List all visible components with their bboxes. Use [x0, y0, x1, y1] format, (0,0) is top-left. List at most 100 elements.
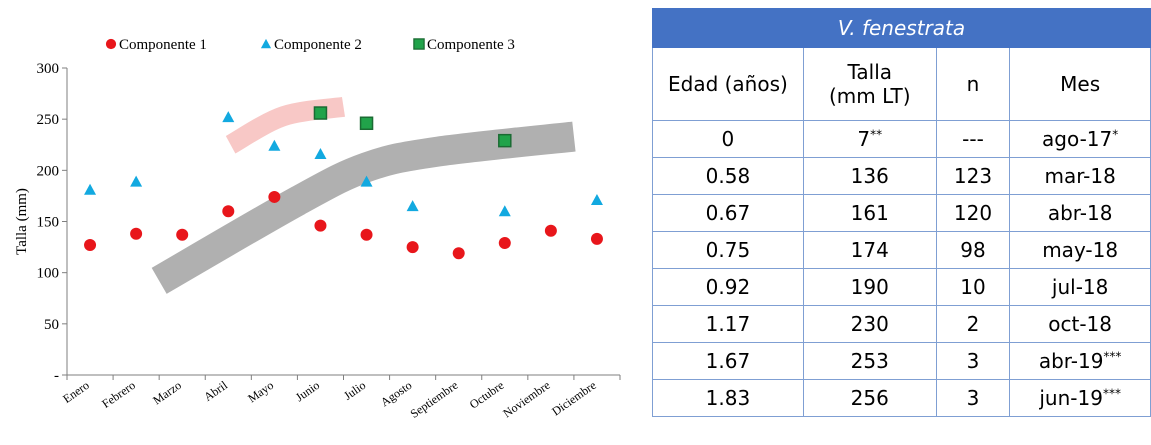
point-circle [590, 232, 603, 245]
header-talla: Talla (mm LT) [802, 47, 937, 121]
y-tick-label: 100 [37, 266, 60, 282]
point-triangle [590, 194, 603, 206]
point-triangle [406, 200, 419, 212]
footnote-mark: *** [1103, 349, 1122, 364]
point-circle [222, 205, 235, 218]
cell-edad: 0.58 [652, 157, 804, 195]
cell-talla: 190 [802, 268, 937, 306]
cell-mes: jun-19*** [1009, 379, 1151, 417]
cell-mes: abr-18 [1009, 194, 1151, 232]
x-tick-label: Junio [293, 378, 322, 404]
cell-edad: 1.83 [652, 379, 804, 417]
cell-n: --- [935, 120, 1011, 158]
y-tick-label: 50 [44, 317, 59, 333]
growth-band [151, 121, 576, 294]
point-circle [360, 228, 373, 241]
growth-band-upper [225, 96, 346, 154]
x-tick-label: Abril [201, 378, 230, 404]
point-square [313, 106, 328, 120]
header-n: n [935, 47, 1011, 121]
point-circle [314, 219, 327, 232]
cell-edad: 1.17 [652, 305, 804, 343]
point-triangle [130, 175, 143, 187]
x-tick-label: Febrero [99, 378, 138, 411]
cell-talla: 136 [802, 157, 937, 195]
point-square [498, 133, 512, 148]
x-tick-label: Noviembre [500, 378, 552, 420]
cell-talla: 7** [802, 120, 937, 158]
table-row: 0.58 136 123 mar-18 [652, 157, 1151, 195]
cell-n: 2 [935, 305, 1011, 343]
table-row: 0.75 174 98 may-18 [652, 231, 1151, 269]
point-circle [268, 190, 281, 203]
point-circle [406, 241, 419, 254]
y-axis-label: Talla (mm) [14, 188, 30, 255]
age-length-table: V. fenestrata Edad (años) Talla (mm LT) n… [652, 8, 1151, 417]
footnote-mark: ** [870, 127, 883, 142]
y-tick-label: - [54, 368, 59, 384]
x-tick-label: Diciembre [549, 378, 599, 419]
x-tick-label: Enero [60, 378, 92, 406]
cell-n: 98 [935, 231, 1011, 269]
cell-edad: 0.92 [652, 268, 804, 306]
footnote-mark: * [1112, 127, 1119, 142]
cell-mes: may-18 [1009, 231, 1151, 269]
cell-talla: 253 [802, 342, 937, 380]
table-title: V. fenestrata [652, 8, 1151, 48]
cell-edad: 1.67 [652, 342, 804, 380]
cell-mes: abr-19*** [1009, 342, 1151, 380]
x-tick-label: Marzo [150, 378, 184, 407]
table-row: 0 7** --- ago-17* [652, 120, 1151, 158]
cell-talla: 256 [802, 379, 937, 417]
x-tick-label: Septiembre [408, 378, 461, 421]
table-row: 1.17 230 2 oct-18 [652, 305, 1151, 343]
cell-talla: 230 [802, 305, 937, 343]
header-edad: Edad (años) [652, 47, 804, 121]
point-circle [130, 227, 143, 240]
cell-edad: 0 [652, 120, 804, 158]
x-tick-label: Mayo [245, 378, 276, 406]
cell-mes: ago-17* [1009, 120, 1151, 158]
legend-marker [413, 38, 425, 50]
footnote-mark: *** [1102, 386, 1121, 401]
point-triangle [268, 139, 281, 151]
point-triangle [222, 111, 235, 123]
point-circle [452, 247, 465, 260]
legend-label: Componente 3 [427, 37, 515, 53]
x-tick-label: Julio [341, 378, 368, 403]
table-row: 0.67 161 120 abr-18 [652, 194, 1151, 232]
cell-edad: 0.75 [652, 231, 804, 269]
cell-n: 120 [935, 194, 1011, 232]
y-tick-label: 300 [37, 61, 60, 77]
y-tick-label: 200 [37, 163, 60, 179]
cell-mes: oct-18 [1009, 305, 1151, 343]
cell-talla: 161 [802, 194, 937, 232]
cell-mes: mar-18 [1009, 157, 1151, 195]
cell-n: 3 [935, 379, 1011, 417]
point-triangle [84, 183, 97, 195]
point-circle [176, 228, 189, 241]
cell-mes: jul-18 [1009, 268, 1151, 306]
point-circle [544, 224, 557, 237]
point-square [359, 116, 374, 131]
legend-label: Componente 1 [119, 37, 207, 53]
table-row: 1.83 256 3 jun-19*** [652, 379, 1151, 417]
legend-marker [105, 38, 117, 50]
x-tick-label: Agosto [378, 378, 414, 409]
table-row: 1.67 253 3 abr-19*** [652, 342, 1151, 380]
cell-talla: 174 [802, 231, 937, 269]
table-row: 0.92 190 10 jul-18 [652, 268, 1151, 306]
point-triangle [314, 147, 327, 159]
scatter-chart: - 50 100 150 200 250 300 Enero Febrero Marzo Abril… [14, 37, 621, 421]
cell-n: 3 [935, 342, 1011, 380]
y-tick-label: 250 [37, 112, 60, 128]
legend-label: Componente 2 [274, 37, 362, 53]
table-header-row: Edad (años) Talla (mm LT) n Mes [652, 47, 1151, 121]
x-tick-label: Octubre [467, 378, 507, 412]
header-mes: Mes [1009, 47, 1151, 121]
point-circle [84, 239, 97, 252]
point-circle [498, 236, 511, 249]
cell-n: 10 [935, 268, 1011, 306]
point-triangle [498, 205, 511, 217]
cell-edad: 0.67 [652, 194, 804, 232]
